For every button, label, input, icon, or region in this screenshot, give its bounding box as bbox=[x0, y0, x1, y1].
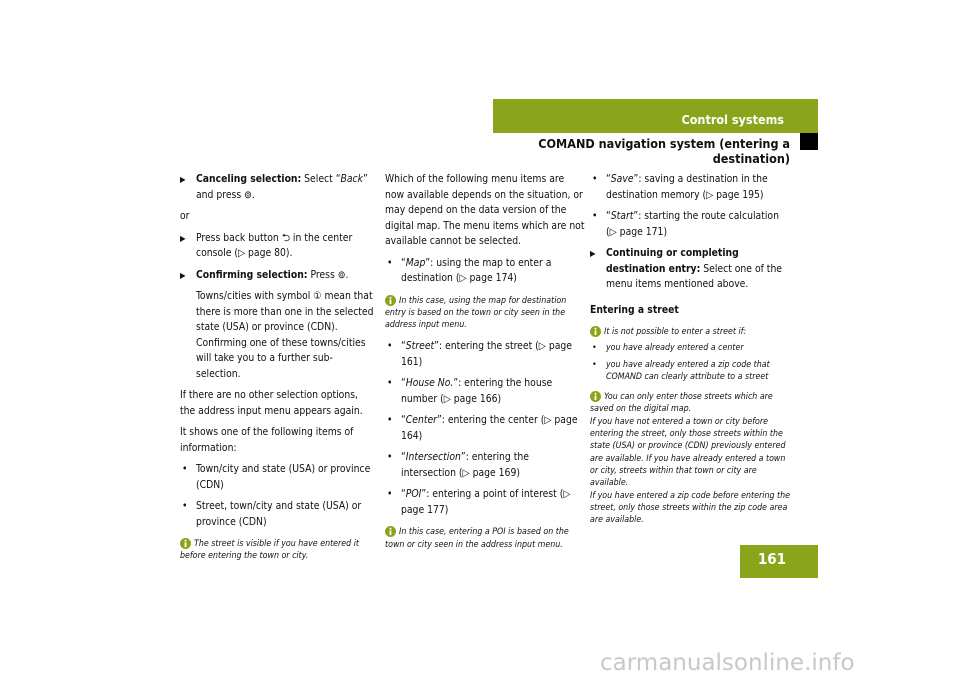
menu-item: Street bbox=[405, 340, 435, 353]
paragraph: Towns/cities with symbol ① mean that the… bbox=[196, 290, 374, 380]
text: “ bbox=[401, 414, 406, 427]
note-text: It is not possible to enter a street if: bbox=[604, 327, 747, 337]
text: “ bbox=[401, 377, 406, 390]
note: The street is visible if you have entere… bbox=[180, 538, 376, 563]
bullet: “Map”: using the map to enter a destinat… bbox=[385, 256, 585, 287]
header-marker bbox=[800, 133, 818, 150]
bullet: “Start”: starting the route calculation … bbox=[590, 209, 790, 240]
note-text: You can only enter those streets which a… bbox=[590, 392, 773, 415]
paragraph: or bbox=[180, 210, 190, 222]
note-bullet: you have already entered a center bbox=[590, 342, 790, 355]
step-lead: Continuing or completing destination ent… bbox=[606, 247, 739, 275]
step: Continuing or completing destination ent… bbox=[590, 246, 790, 293]
bullet: “Street”: entering the street (▷ page 16… bbox=[385, 339, 585, 370]
bullet: “Save”: saving a destination in the dest… bbox=[590, 172, 790, 203]
note-text: In this case, entering a POI is based on… bbox=[385, 527, 569, 550]
watermark: carmanualsonline.info bbox=[600, 650, 855, 676]
step: Canceling selection: Select “Back” and p… bbox=[180, 172, 376, 203]
column: “Save”: saving a destination in the dest… bbox=[590, 172, 790, 534]
menu-item: Back bbox=[340, 173, 364, 185]
step: Confirming selection: Press ⊚. bbox=[180, 268, 376, 284]
column: Which of the following menu items are no… bbox=[385, 172, 585, 559]
text: ”: saving a destination in the destinati… bbox=[606, 173, 768, 201]
info-icon bbox=[385, 294, 396, 306]
heading: Entering a street bbox=[590, 303, 679, 316]
note-text: In this case, using the map for destinat… bbox=[385, 295, 567, 331]
text: “ bbox=[606, 210, 611, 222]
text: ”: entering the center (▷ page 164) bbox=[401, 414, 578, 442]
menu-item: POI bbox=[405, 488, 422, 501]
text: Press back button ⮌ in the center consol… bbox=[196, 231, 353, 260]
note: You can only enter those streets which a… bbox=[590, 391, 790, 526]
text: “ bbox=[401, 340, 406, 353]
info-icon bbox=[590, 326, 601, 337]
header-band: Control systems bbox=[493, 99, 818, 133]
note: In this case, entering a POI is based on… bbox=[385, 526, 585, 551]
info-icon bbox=[590, 391, 601, 403]
note-text: If you have entered a zip code before en… bbox=[590, 490, 791, 526]
step-lead: Confirming selection: bbox=[196, 268, 308, 281]
text: ”: entering the street (▷ page 161) bbox=[401, 340, 572, 368]
info-icon bbox=[180, 538, 191, 549]
step-lead: Canceling selection: bbox=[196, 173, 302, 185]
note-bullet: you have already entered a zip code that… bbox=[590, 359, 790, 384]
page-subtitle: COMAND navigation system (entering a des… bbox=[538, 136, 790, 166]
text: ”: using the map to enter a destination … bbox=[401, 256, 552, 285]
menu-item: Intersection bbox=[405, 451, 461, 464]
section-title: Control systems bbox=[681, 112, 784, 127]
menu-item: Center bbox=[405, 414, 437, 427]
page-number: 161 bbox=[740, 545, 818, 578]
menu-item: Save bbox=[610, 173, 634, 185]
note-text: The street is visible if you have entere… bbox=[180, 539, 360, 562]
note: In this case, using the map for destinat… bbox=[385, 294, 585, 332]
column: Canceling selection: Select “Back” and p… bbox=[180, 172, 376, 571]
paragraph: Which of the following menu items are no… bbox=[385, 173, 585, 247]
text: “ bbox=[606, 173, 611, 185]
bullet: Town/city and state (USA) or province (C… bbox=[180, 462, 376, 493]
paragraph: If there are no other selection options,… bbox=[180, 389, 363, 417]
bullet: “POI”: entering a point of interest (▷ p… bbox=[385, 487, 585, 518]
menu-item: Map bbox=[405, 256, 426, 269]
menu-item: House No. bbox=[405, 377, 454, 390]
text: “ bbox=[401, 488, 406, 501]
bullet: “Intersection”: entering the intersectio… bbox=[385, 450, 585, 481]
text: “ bbox=[401, 451, 406, 464]
text: ”: starting the route calculation (▷ pag… bbox=[606, 210, 779, 238]
text: ”: entering a point of interest (▷ page … bbox=[401, 488, 571, 516]
text: Select “ bbox=[301, 173, 341, 185]
step: Press back button ⮌ in the center consol… bbox=[180, 231, 376, 262]
note: It is not possible to enter a street if:… bbox=[590, 326, 790, 383]
text: Select one of the menu items mentioned a… bbox=[606, 262, 783, 291]
text: Press ⊚. bbox=[307, 268, 349, 281]
paragraph: It shows one of the following items of i… bbox=[180, 426, 354, 454]
bullet: “Center”: entering the center (▷ page 16… bbox=[385, 413, 585, 444]
menu-item: Start bbox=[610, 210, 634, 222]
text: ”: entering the intersection (▷ page 169… bbox=[401, 451, 529, 479]
info-icon bbox=[385, 526, 396, 538]
text: “ bbox=[401, 256, 406, 269]
text: ”: entering the house number (▷ page 166… bbox=[401, 377, 553, 405]
note-text: If you have not entered a town or city b… bbox=[590, 416, 786, 489]
bullet: Street, town/city and state (USA) or pro… bbox=[180, 499, 376, 530]
text: ” and press ⊚. bbox=[196, 173, 368, 201]
bullet: “House No.”: entering the house number (… bbox=[385, 376, 585, 407]
